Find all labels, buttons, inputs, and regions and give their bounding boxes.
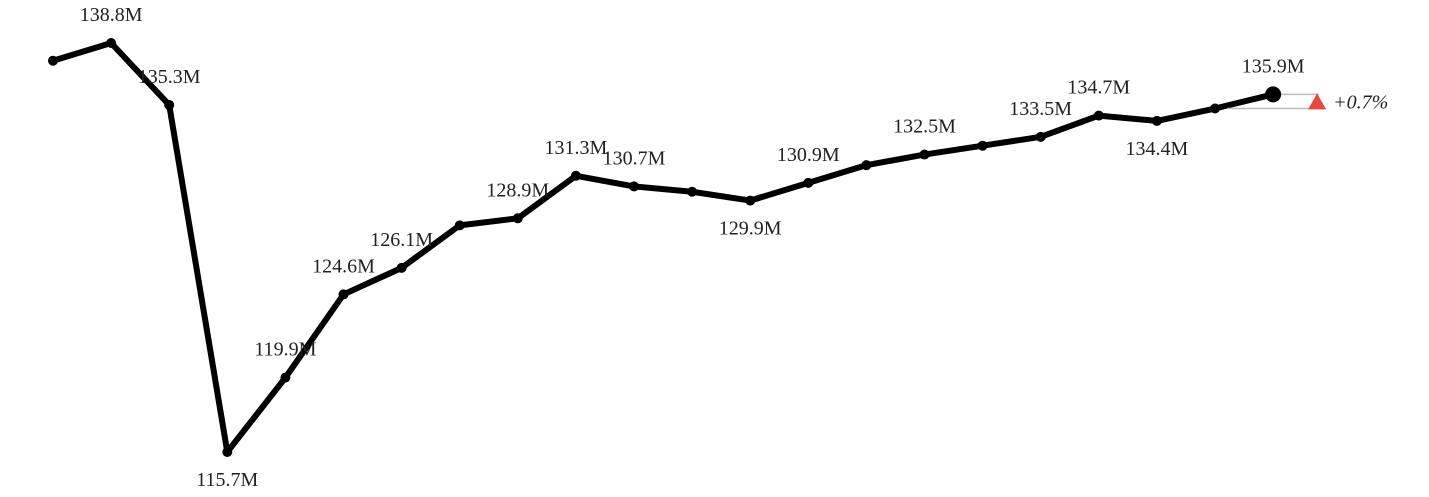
data-label: 119.9M <box>254 339 316 361</box>
data-label: 130.9M <box>777 144 840 166</box>
data-label: 126.1M <box>370 229 433 251</box>
point <box>164 99 175 110</box>
data-label: 134.7M <box>1067 77 1130 99</box>
point <box>687 186 698 197</box>
point <box>454 220 465 231</box>
data-label: 128.9M <box>486 179 549 201</box>
point <box>222 447 233 457</box>
point <box>977 140 988 151</box>
point <box>1093 110 1104 121</box>
point <box>396 262 407 273</box>
data-label: 115.7M <box>196 469 258 491</box>
point <box>280 372 291 383</box>
data-label: 130.7M <box>603 147 666 169</box>
change-indicator <box>1308 93 1327 110</box>
data-label: 135.9M <box>1242 55 1305 77</box>
point <box>919 149 930 160</box>
data-label: 134.4M <box>1126 138 1189 160</box>
point <box>570 170 581 181</box>
point <box>745 195 756 206</box>
point <box>338 289 349 300</box>
point <box>629 181 639 192</box>
data-label: 131.3M <box>545 137 608 159</box>
point <box>1151 115 1162 126</box>
data-label: 135.3M <box>138 66 201 88</box>
point <box>803 177 814 188</box>
line <box>52 40 1274 455</box>
point <box>1035 131 1046 142</box>
point <box>512 213 523 224</box>
point <box>861 160 872 171</box>
data-label: 124.6M <box>312 255 375 277</box>
change-label: +0.7% <box>1333 91 1388 113</box>
point <box>1210 103 1220 114</box>
point <box>1265 86 1282 103</box>
point <box>48 55 58 66</box>
data-label: 129.9M <box>719 218 782 240</box>
data-label: 133.5M <box>1009 98 1072 120</box>
data-label: 138.8M <box>80 4 143 26</box>
data-label: 132.5M <box>893 116 956 138</box>
point <box>106 38 117 48</box>
